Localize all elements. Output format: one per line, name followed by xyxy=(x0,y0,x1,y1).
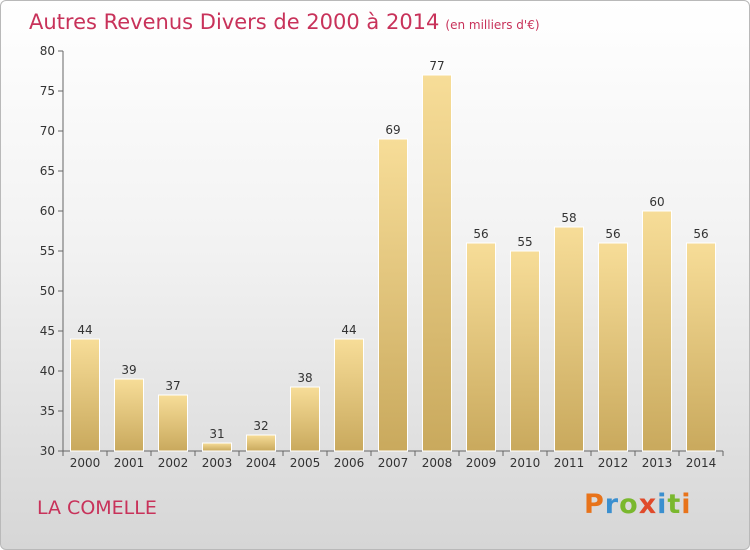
x-tick-label: 2014 xyxy=(686,456,717,470)
data-label: 69 xyxy=(385,123,400,137)
y-tick-label: 80 xyxy=(40,44,55,58)
y-tick-label: 45 xyxy=(40,324,55,338)
data-label: 55 xyxy=(517,235,532,249)
bar xyxy=(334,338,364,452)
data-label: 56 xyxy=(693,227,708,241)
bar xyxy=(422,74,452,452)
data-label: 77 xyxy=(429,59,444,73)
x-tick-label: 2004 xyxy=(246,456,277,470)
x-tick-label: 2012 xyxy=(598,456,629,470)
x-tick-label: 2005 xyxy=(290,456,321,470)
x-tick-label: 2006 xyxy=(334,456,365,470)
logo-letter: x xyxy=(638,489,658,520)
y-tick-label: 30 xyxy=(40,444,55,458)
bar-series: 44 39 37 31 32 38 44 69 77 56 55 58 56 60 56 xyxy=(70,59,716,452)
data-label: 39 xyxy=(121,363,136,377)
x-tick-label: 2011 xyxy=(554,456,585,470)
x-tick-label: 2001 xyxy=(114,456,145,470)
data-label: 58 xyxy=(561,211,576,225)
chart-title: Autres Revenus Divers de 2000 à 2014 (en … xyxy=(29,10,540,34)
bar xyxy=(70,338,100,452)
data-label: 38 xyxy=(297,371,312,385)
y-tick-label: 50 xyxy=(40,284,55,298)
bar xyxy=(114,378,144,452)
logo-letter: i xyxy=(657,489,668,520)
y-tick-label: 40 xyxy=(40,364,55,378)
logo-letter: t xyxy=(667,489,682,520)
y-tick-label: 70 xyxy=(40,124,55,138)
y-tick-label: 35 xyxy=(40,404,55,418)
logo-letter: o xyxy=(619,489,639,520)
chart-subtitle: (en milliers d'€) xyxy=(445,18,540,32)
y-tick-label: 55 xyxy=(40,244,55,258)
bar xyxy=(158,394,188,452)
bar xyxy=(290,386,320,452)
logo-letter: i xyxy=(681,489,692,520)
bar xyxy=(378,138,408,452)
bar xyxy=(246,434,276,452)
location-label: LA COMELLE xyxy=(37,497,157,519)
bar xyxy=(466,242,496,452)
y-tick-label: 65 xyxy=(40,164,55,178)
bar xyxy=(202,442,232,452)
bar xyxy=(686,242,716,452)
data-label: 56 xyxy=(473,227,488,241)
y-tick-label: 60 xyxy=(40,204,55,218)
logo-letter: P xyxy=(584,489,605,520)
proxiti-logo: Proxiti xyxy=(584,489,692,520)
data-label: 60 xyxy=(649,195,664,209)
x-tick-label: 2003 xyxy=(202,456,233,470)
data-label: 44 xyxy=(77,323,92,337)
bar xyxy=(510,250,540,452)
data-label: 32 xyxy=(253,419,268,433)
x-tick-label: 2002 xyxy=(158,456,189,470)
x-tick-label: 2009 xyxy=(466,456,497,470)
x-tick-label: 2008 xyxy=(422,456,453,470)
data-label: 37 xyxy=(165,379,180,393)
logo-letter: r xyxy=(604,489,620,520)
data-label: 56 xyxy=(605,227,620,241)
x-tick-label: 2000 xyxy=(70,456,101,470)
y-tick-label: 75 xyxy=(40,84,55,98)
x-tick-label: 2013 xyxy=(642,456,673,470)
bar xyxy=(642,210,672,452)
x-tick-label: 2010 xyxy=(510,456,541,470)
x-tick-label: 2007 xyxy=(378,456,409,470)
data-label: 31 xyxy=(209,427,224,441)
x-axis: 2000 2001 2002 2003 2004 2005 2006 2007 2008 2009… xyxy=(62,450,724,470)
bar xyxy=(554,226,584,452)
data-label: 44 xyxy=(341,323,356,337)
bar xyxy=(598,242,628,452)
y-axis: 30 35 40 45 50 55 60 65 70 75 80 xyxy=(40,44,64,458)
chart-title-text: Autres Revenus Divers de 2000 à 2014 xyxy=(29,10,440,34)
